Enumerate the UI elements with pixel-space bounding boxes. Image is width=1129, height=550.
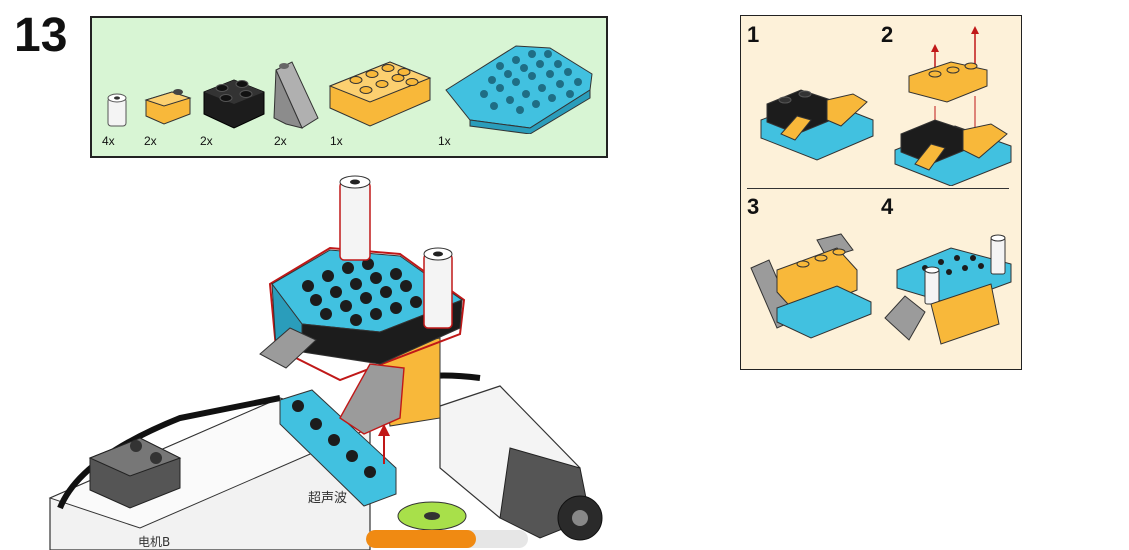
step-number: 13 [14, 9, 68, 62]
motor-label: 电机B [138, 535, 170, 549]
white-bush-short [423, 247, 453, 329]
blue-wedge-plate-icon [445, 45, 593, 134]
substep-number-1: 1 [747, 22, 760, 47]
black-brick-icon [203, 79, 265, 129]
red-arrow-icon [378, 424, 390, 464]
yellow-brick-icon [328, 61, 432, 127]
yellow-slope-icon [144, 89, 192, 125]
parts-list-panel: 4x 2x 2x 2x 1x [90, 16, 608, 158]
blue-beam [279, 389, 397, 507]
white-bush-icon [107, 93, 127, 127]
substeps-panel: 1 2 3 4 [740, 15, 1022, 370]
substep-number-4: 4 [881, 194, 894, 219]
substep-3-illustration [750, 233, 872, 339]
part-qty-yellow-slope: 2x [144, 134, 157, 148]
motor [439, 385, 603, 541]
part-qty-black-brick: 2x [200, 134, 213, 148]
part-qty-yellow-brick: 1x [330, 134, 343, 148]
progress-bar[interactable] [366, 530, 528, 548]
substep-4-illustration [884, 234, 1012, 345]
substep-divider [747, 188, 1009, 189]
main-assembly-illustration: 超声波 电机B [48, 175, 603, 550]
part-qty-grey-slope: 2x [274, 134, 287, 148]
sensor-label: 超声波 [308, 491, 347, 506]
white-bush-tall [339, 175, 371, 261]
substep-2-illustration [894, 26, 1012, 186]
progress-bar-fill [366, 530, 477, 548]
part-qty-white-bush: 4x [102, 134, 115, 148]
part-qty-blue-plate: 1x [438, 134, 451, 148]
grey-slope-icon [273, 61, 319, 129]
substep-number-2: 2 [881, 22, 894, 47]
green-gear [397, 501, 467, 531]
substep-1-illustration [760, 89, 874, 161]
blue-plate-assembly [259, 246, 466, 435]
substep-number-3: 3 [747, 194, 760, 219]
connector-block [88, 437, 182, 509]
